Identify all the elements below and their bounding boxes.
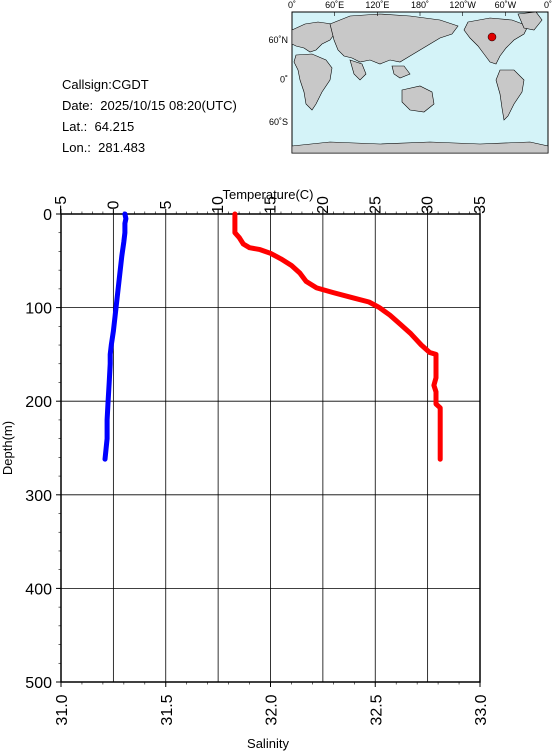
salinity-profile-line [232,211,443,462]
station-info: Callsign:CGDT Date: 2025/10/15 08:20(UTC… [62,74,237,158]
temperature-tick-label: 10 [210,196,227,214]
salinity-axis: 31.0 31.5 32.0 32.5 33.0 [54,682,490,726]
temperature-tick-label: 5 [158,200,175,209]
map-top-labels: 0˚ 60˚E 120˚E 180˚ 120˚W 60˚W 0˚ [288,0,552,16]
map-left-labels: 60˚N 0˚ 60˚S [268,35,288,127]
depth-axis-title: Depth(m) [0,421,15,475]
temperature-profile-line [102,211,129,462]
map-longitude-label: 0˚ [544,0,552,10]
chart-grid [60,213,481,683]
map-land [291,11,549,154]
temperature-tick-label: 30 [420,196,437,214]
map-longitude-label: 60˚W [495,0,517,10]
date-text: Date: 2025/10/15 08:20(UTC) [62,98,237,113]
depth-tick-label: 0 [43,207,52,224]
temperature-axis: −5 0 5 10 15 20 25 30 35 [53,196,489,214]
map-longitude-label: 120˚E [365,0,389,10]
station-marker [487,32,497,42]
map-longitude-label: 120˚W [449,0,476,10]
salinity-tick-label: 32.5 [368,694,385,725]
callsign-text: Callsign:CGDT [62,77,149,92]
depth-tick-label: 200 [25,394,52,411]
map-longitude-label: 0˚ [288,0,296,10]
temperature-tick-label: −5 [53,196,70,214]
temperature-tick-label: 0 [105,200,122,209]
depth-axis: 0 100 200 300 400 500 [25,207,61,692]
map-longitude-label: 180˚ [411,0,429,10]
map-longitude-label: 60˚E [325,0,344,10]
salinity-tick-label: 31.5 [159,694,176,725]
temperature-tick-label: 25 [367,196,384,214]
depth-tick-label: 300 [25,488,52,505]
temperature-axis-title: Temperature(C) [222,187,313,202]
depth-tick-label: 100 [25,301,52,318]
depth-tick-label: 500 [25,675,52,692]
map-latitude-label: 0˚ [280,75,288,85]
salinity-tick-label: 32.0 [264,694,281,725]
salinity-axis-title: Salinity [247,736,289,751]
depth-tick-label: 400 [25,581,52,598]
chart-series [102,211,443,462]
latitude-text: Lat.: 64.215 [62,119,135,134]
location-map: 0˚ 60˚E 120˚E 180˚ 120˚W 60˚W 0˚ 60˚N 0˚ 60˚S [268,0,552,154]
temperature-tick-label: 35 [472,196,489,214]
map-latitude-label: 60˚N [268,35,288,45]
salinity-tick-label: 31.0 [54,694,71,725]
longitude-text: Lon.: 281.483 [62,140,146,155]
temperature-tick-label: 20 [315,196,332,214]
salinity-tick-label: 33.0 [473,694,490,725]
map-latitude-label: 60˚S [269,117,288,127]
temperature-tick-label: 15 [263,196,280,214]
